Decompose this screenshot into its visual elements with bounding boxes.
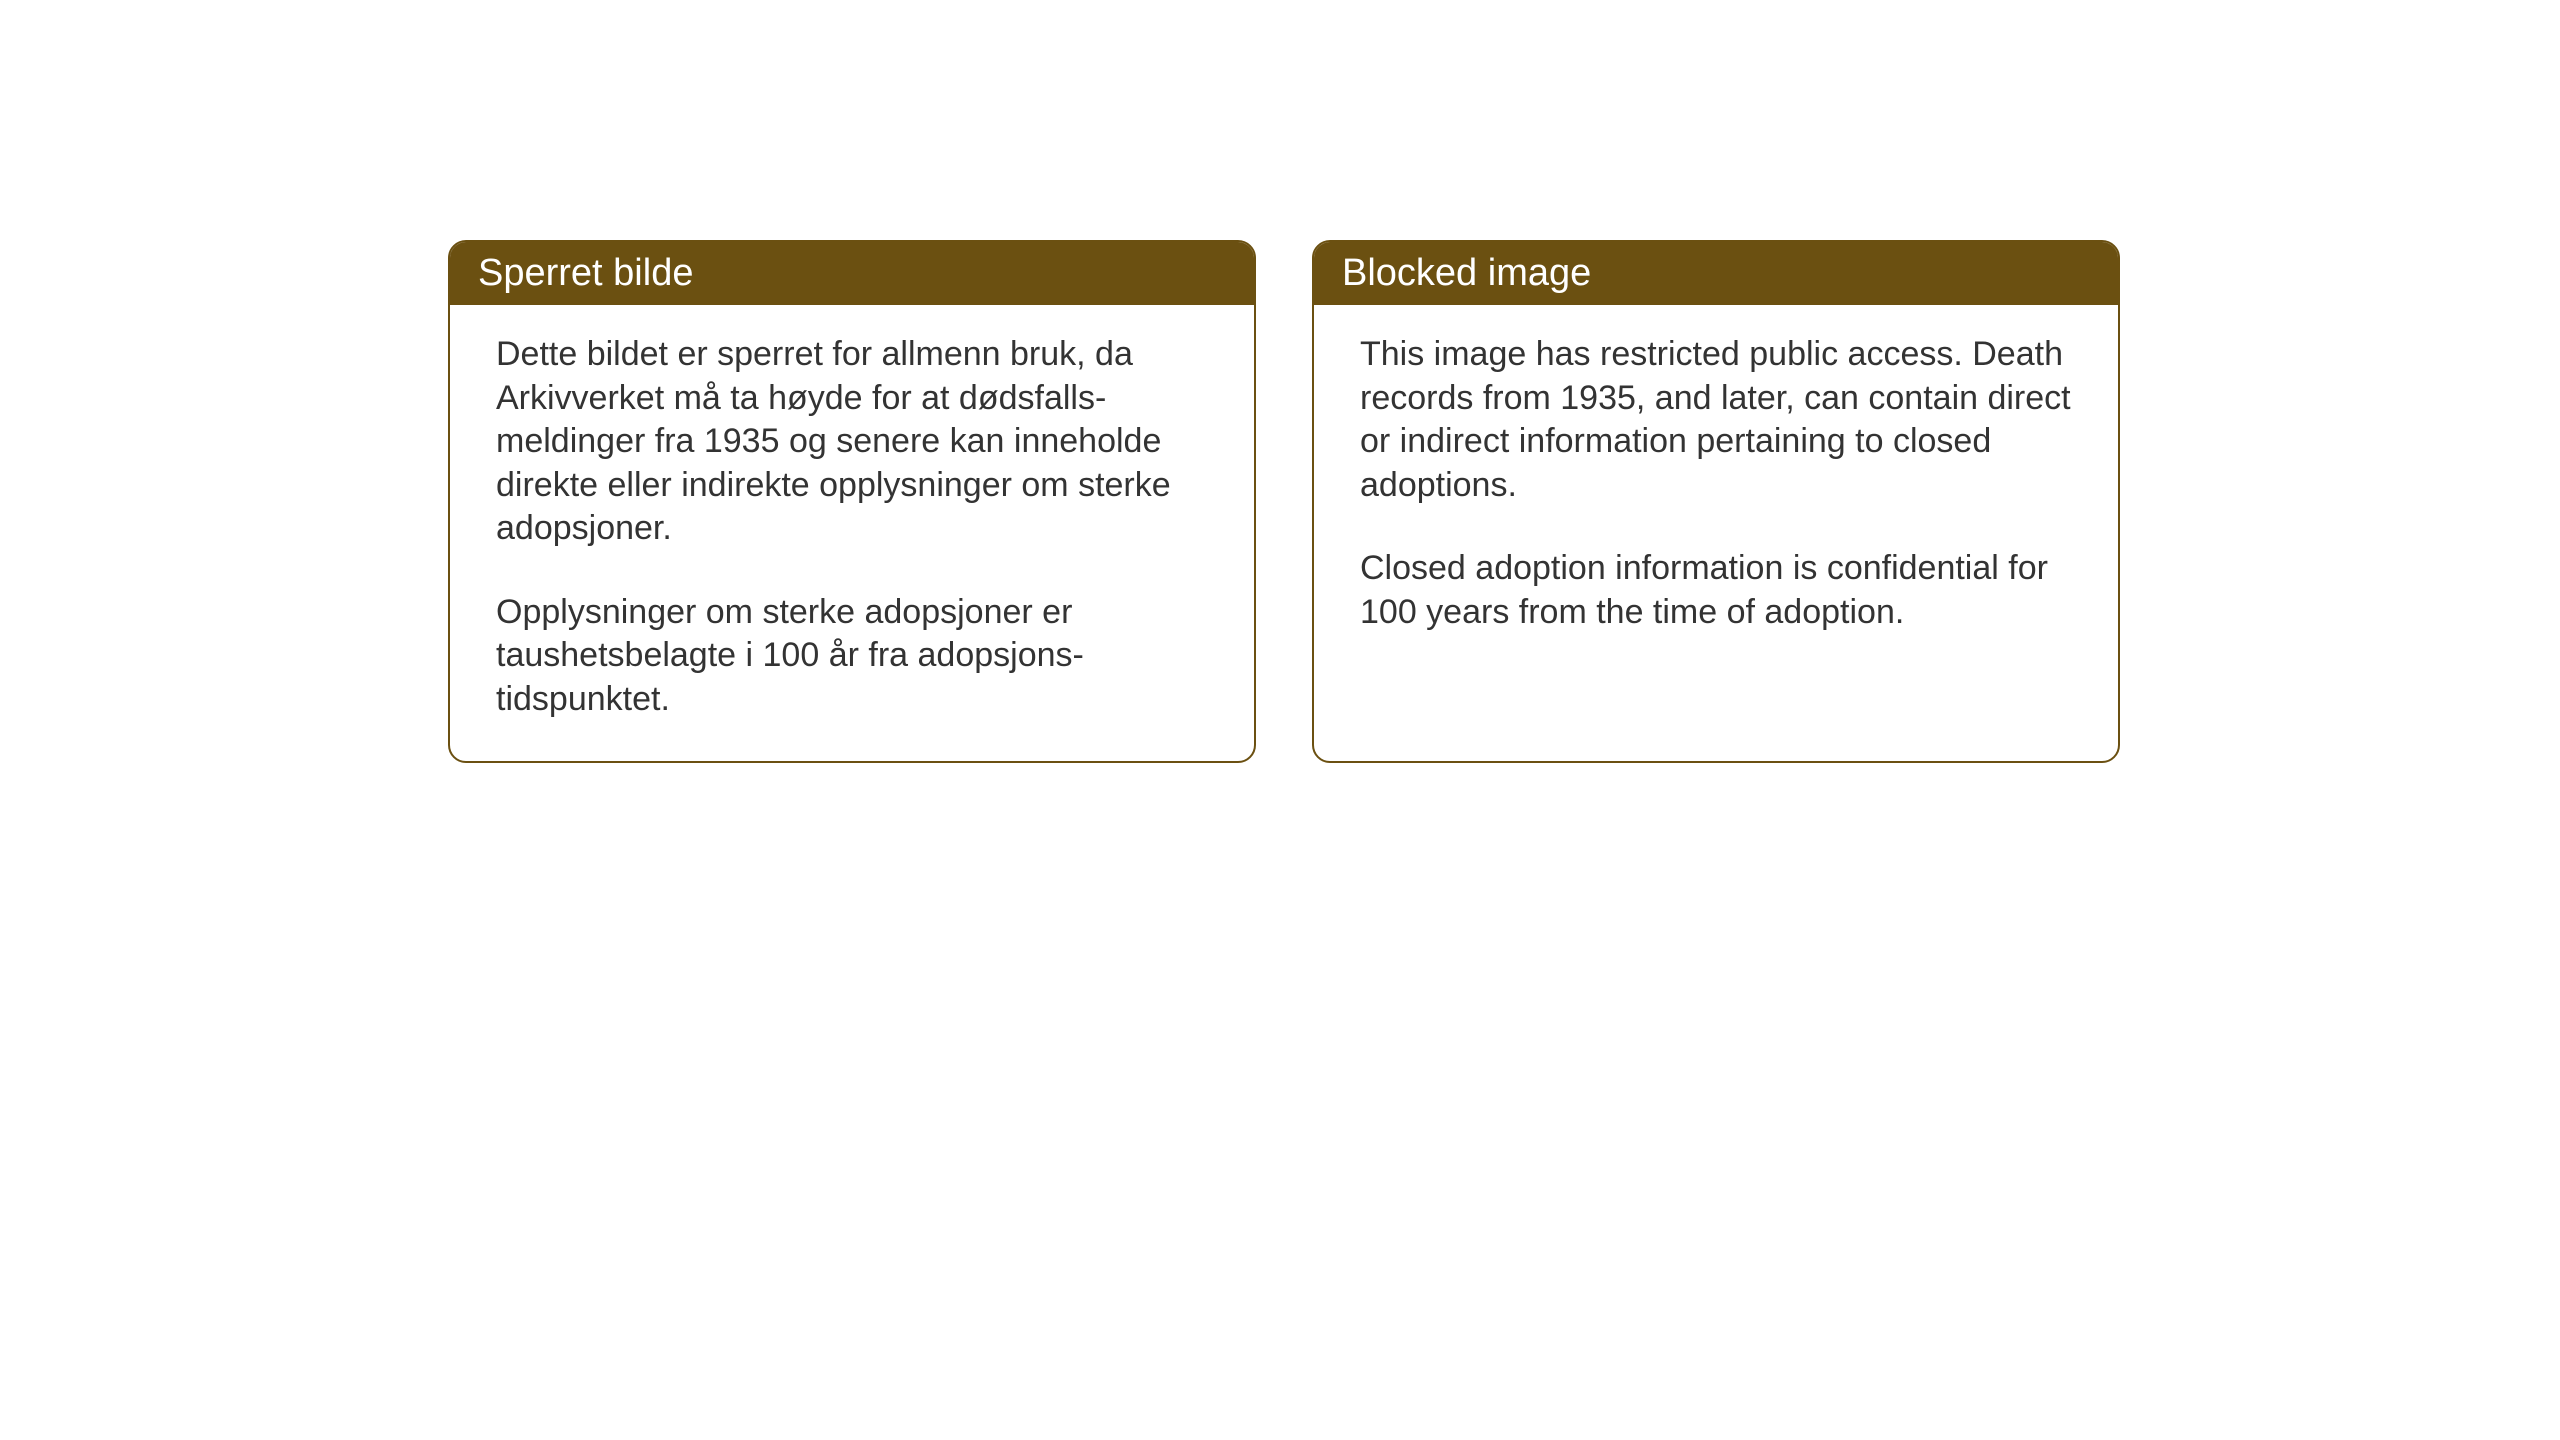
notice-paragraph-1-norwegian: Dette bildet er sperret for allmenn bruk… [496, 333, 1208, 551]
notice-card-english: Blocked image This image has restricted … [1312, 240, 2120, 763]
notice-paragraph-2-norwegian: Opplysninger om sterke adopsjoner er tau… [496, 591, 1208, 722]
notice-container: Sperret bilde Dette bildet er sperret fo… [448, 240, 2120, 763]
notice-body-english: This image has restricted public access.… [1314, 305, 2118, 674]
notice-header-english: Blocked image [1314, 242, 2118, 305]
notice-body-norwegian: Dette bildet er sperret for allmenn bruk… [450, 305, 1254, 761]
notice-header-norwegian: Sperret bilde [450, 242, 1254, 305]
notice-paragraph-1-english: This image has restricted public access.… [1360, 333, 2072, 507]
notice-card-norwegian: Sperret bilde Dette bildet er sperret fo… [448, 240, 1256, 763]
notice-paragraph-2-english: Closed adoption information is confident… [1360, 547, 2072, 634]
